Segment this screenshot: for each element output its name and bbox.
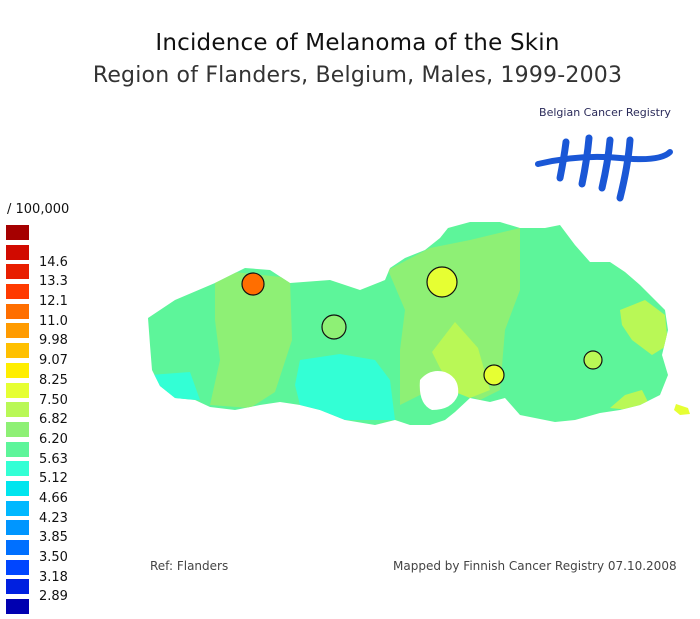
legend-swatch	[6, 343, 29, 359]
map-markers	[241, 266, 603, 386]
legend-swatch	[6, 579, 29, 595]
legend-swatch	[6, 244, 29, 260]
legend-label: 14.6	[39, 254, 68, 270]
legend-swatch	[6, 500, 29, 516]
belgian-cancer-registry-logo: Belgian Cancer Registry	[520, 98, 690, 213]
legend-label: 13.3	[39, 274, 68, 290]
marker-west	[241, 272, 265, 296]
legend-swatch	[6, 303, 29, 319]
legend-label: 4.66	[39, 490, 68, 506]
legend-label: 3.50	[39, 550, 68, 565]
map-regions	[148, 222, 668, 425]
legend-swatch	[6, 599, 29, 615]
legend-swatch	[6, 441, 29, 457]
legend-swatch	[6, 461, 29, 477]
legend-label: 9.07	[39, 353, 68, 369]
legend-label: 3.85	[39, 530, 68, 546]
logo-text: Belgian Cancer Registry	[539, 106, 671, 119]
legend-label: 5.63	[39, 451, 68, 467]
legend-swatch	[6, 362, 29, 378]
region-southwest	[295, 354, 395, 420]
legend-swatch	[6, 225, 29, 240]
marker-center-west	[321, 314, 347, 340]
region-east-islet	[674, 404, 690, 415]
legend-label: 3.18	[39, 569, 68, 585]
legend-swatch	[6, 540, 29, 555]
region-east-edge	[620, 300, 668, 355]
region-east-south	[610, 390, 648, 410]
legend-label: 6.82	[39, 412, 68, 428]
legend-swatch	[6, 480, 29, 496]
legend-swatch	[6, 402, 29, 418]
legend-label: 6.20	[39, 431, 68, 447]
legend-swatch	[6, 382, 29, 398]
legend-label: 4.23	[39, 510, 68, 526]
marker-east	[583, 350, 603, 370]
mapped-by-note: Mapped by Finnish Cancer Registry 07.10.…	[393, 559, 677, 573]
map-gap	[419, 371, 459, 410]
tally-marks-icon	[535, 134, 673, 202]
chart-title: Incidence of Melanoma of the Skin	[155, 30, 560, 56]
reference-note: Ref: Flanders	[150, 559, 229, 573]
legend-unit: / 100,000	[7, 202, 70, 217]
legend-label: 5.12	[39, 471, 68, 487]
legend-label: 8.25	[39, 372, 68, 388]
legend-swatch	[6, 264, 29, 280]
legend-label: 12.1	[39, 294, 68, 310]
region-west	[210, 270, 292, 408]
region-center-south	[432, 322, 490, 398]
chart-subtitle: Region of Flanders, Belgium, Males, 1999…	[92, 63, 623, 88]
flanders-map	[148, 222, 690, 425]
legend-swatch	[6, 520, 29, 536]
marker-south-center	[483, 364, 505, 386]
region-center	[388, 228, 520, 405]
legend-swatch	[6, 421, 29, 437]
legend-label: 11.0	[39, 313, 68, 329]
legend-swatch	[6, 559, 29, 575]
legend-swatch	[6, 284, 29, 300]
legend-label: 9.98	[39, 333, 68, 349]
marker-center	[426, 266, 458, 298]
legend-swatch	[6, 323, 29, 339]
legend-label: 7.50	[39, 392, 68, 408]
